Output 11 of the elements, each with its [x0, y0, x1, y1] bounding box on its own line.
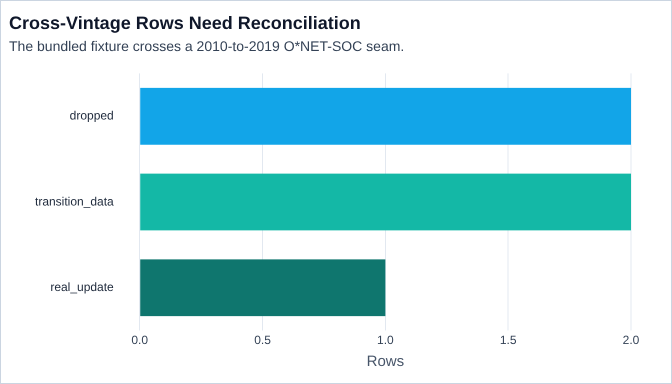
- chart-title: Cross-Vintage Rows Need Reconciliation: [9, 12, 361, 33]
- x-tick-label: 0.0: [131, 333, 148, 348]
- x-axis-title: Rows: [366, 353, 404, 370]
- y-tick-label: dropped: [70, 108, 114, 123]
- x-tick-label: 2.0: [622, 333, 640, 348]
- x-tick-label: 1.5: [500, 333, 517, 348]
- x-tick-label: 1.0: [377, 333, 394, 348]
- y-tick-label: transition_data: [34, 194, 114, 208]
- chart-subtitle: The bundled fixture crosses a 2010-to-2019 O*NET-SOC seam.: [9, 38, 404, 54]
- y-tick-label: real_update: [50, 280, 114, 294]
- x-tick-label: 0.5: [254, 333, 272, 348]
